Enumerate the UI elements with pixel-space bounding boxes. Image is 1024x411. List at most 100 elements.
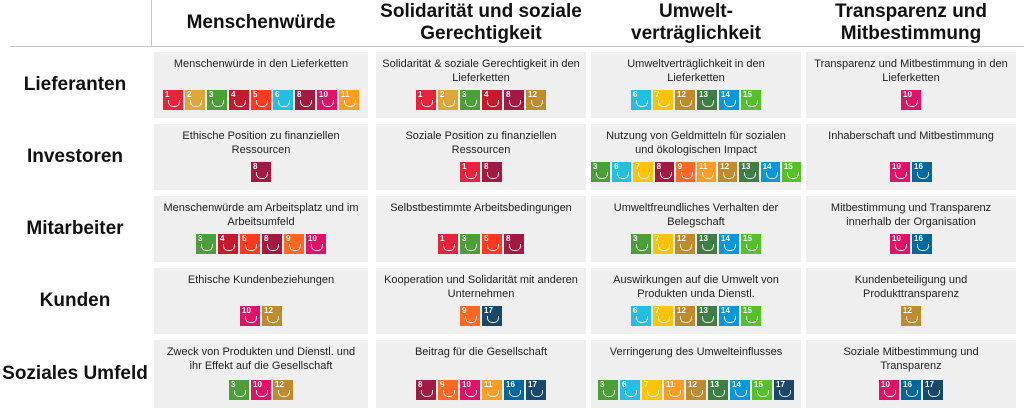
sdg-goal-7-icon: 7 <box>633 162 653 182</box>
sdg-goal-17-icon: 17 <box>923 380 943 400</box>
sdg-goal-8-icon: 8 <box>482 162 502 182</box>
column-header-2: Solidarität und soziale Gerechtigkeit <box>380 1 582 44</box>
sdg-goal-6-icon: 6 <box>631 90 651 110</box>
sdg-goal-1-icon: 1 <box>163 90 183 110</box>
sdg-goal-3-icon: 3 <box>229 380 249 400</box>
sdg-goal-10-icon: 10 <box>901 90 921 110</box>
matrix-cell: Inhaberschaft und Mitbestimmung 10 16 <box>806 124 1016 190</box>
cell-title: Solidarität & soziale Gerechtigkeit in d… <box>382 58 580 84</box>
sdg-goal-2-icon: 2 <box>185 90 205 110</box>
sdg-goal-8-icon: 8 <box>654 162 674 182</box>
row-header-mitarbeiter: Mitarbeiter <box>26 218 124 239</box>
sdg-goal-9-icon: 9 <box>460 306 480 326</box>
sdg-goal-17-icon: 17 <box>774 380 794 400</box>
sdg-goal-3-icon: 3 <box>631 234 651 254</box>
matrix-cell: Ethische Position zu finanziellen Ressou… <box>154 124 368 190</box>
sdg-goal-16-icon: 16 <box>901 380 921 400</box>
sdg-goal-10-icon: 10 <box>879 380 899 400</box>
matrix-cell: Mitbestimmung und Transparenz innerhalb … <box>806 196 1016 262</box>
sdg-icon-strip: 3 6 7 8 9 11 12 13 14 15 <box>590 162 802 182</box>
matrix-cell: Zweck von Produkten und Dienstl. und ihr… <box>154 340 368 408</box>
sdg-goal-12-icon: 12 <box>901 306 921 326</box>
sdg-icon-strip: 6 7 12 13 14 15 <box>591 306 801 326</box>
sdg-goal-8-icon: 8 <box>295 90 315 110</box>
sdg-goal-12-icon: 12 <box>273 380 293 400</box>
sdg-goal-4-icon: 4 <box>482 90 502 110</box>
sdg-goal-5-icon: 5 <box>251 90 271 110</box>
sdg-goal-7-icon: 7 <box>653 234 673 254</box>
sdg-icon-strip: 3 4 5 8 9 10 <box>154 234 368 254</box>
sdg-goal-10-icon: 10 <box>306 234 326 254</box>
sdg-icon-strip: 8 9 10 11 16 17 <box>376 380 586 400</box>
sdg-goal-10-icon: 10 <box>890 234 910 254</box>
sdg-goal-7-icon: 7 <box>642 380 662 400</box>
row-header-lieferanten: Lieferanten <box>23 74 127 95</box>
matrix-cell: Menschenwürde am Arbeitsplatz und im Arb… <box>154 196 368 262</box>
sdg-goal-12-icon: 12 <box>718 162 738 182</box>
sdg-goal-6-icon: 6 <box>620 380 640 400</box>
cell-title: Mitbestimmung und Transparenz innerhalb … <box>830 202 992 228</box>
sdg-goal-10-icon: 10 <box>890 162 910 182</box>
sdg-goal-10-icon: 10 <box>460 380 480 400</box>
sdg-goal-15-icon: 15 <box>741 234 761 254</box>
sdg-goal-8-icon: 8 <box>504 90 524 110</box>
sdg-goal-16-icon: 16 <box>912 234 932 254</box>
sdg-goal-15-icon: 15 <box>752 380 772 400</box>
sdg-goal-12-icon: 12 <box>262 306 282 326</box>
sdg-goal-3-icon: 3 <box>590 162 611 182</box>
sdg-goal-11-icon: 11 <box>664 380 684 400</box>
matrix-cell: Solidarität & soziale Gerechtigkeit in d… <box>376 52 586 118</box>
sdg-goal-14-icon: 14 <box>730 380 750 400</box>
sdg-goal-5-icon: 5 <box>482 234 502 254</box>
sdg-goal-7-icon: 7 <box>653 306 673 326</box>
matrix-cell: Selbstbestimmte Arbeitsbedingungen 1 3 5 8 <box>376 196 586 262</box>
sdg-goal-9-icon: 9 <box>675 162 695 182</box>
cell-title: Zweck von Produkten und Dienstl. und ihr… <box>166 346 356 372</box>
column-header-3: Umwelt- verträglichkeit <box>631 1 761 44</box>
sdg-goal-6-icon: 6 <box>631 306 651 326</box>
sdg-icon-strip: 10 16 17 <box>806 380 1016 400</box>
sdg-goal-13-icon: 13 <box>697 306 717 326</box>
cell-title: Auswirkungen auf die Umwelt von Produkte… <box>613 274 779 300</box>
sdg-goal-9-icon: 9 <box>438 380 458 400</box>
sdg-goal-11-icon: 11 <box>697 162 717 182</box>
cell-title: Soziale Mitbestimmung und Transparenz <box>843 346 979 372</box>
matrix-cell: Soziale Position zu finanziellen Ressour… <box>376 124 586 190</box>
cell-title: Beitrag für die Gesellschaft <box>414 346 548 358</box>
sdg-goal-12-icon: 12 <box>675 306 695 326</box>
sdg-goal-3-icon: 3 <box>196 234 216 254</box>
cell-title: Umweltverträglichkeit in den Lieferkette… <box>627 58 765 84</box>
matrix-cell: Umweltverträglichkeit in den Lieferkette… <box>591 52 801 118</box>
sdg-goal-2-icon: 2 <box>438 90 458 110</box>
sdg-goal-8-icon: 8 <box>251 162 271 182</box>
sdg-goal-12-icon: 12 <box>526 90 546 110</box>
cell-title: Ethische Kundenbeziehungen <box>187 274 335 286</box>
sdg-goal-16-icon: 16 <box>504 380 524 400</box>
sdg-goal-10-icon: 10 <box>240 306 260 326</box>
sdg-goal-14-icon: 14 <box>760 162 780 182</box>
cell-title: Transparenz und Mitbestimmung in den Lie… <box>814 58 1008 84</box>
cell-title: Soziale Position zu finanziellen Ressour… <box>405 130 557 156</box>
sdg-icon-strip: 10 16 <box>806 162 1016 182</box>
sdg-goal-13-icon: 13 <box>697 90 717 110</box>
cell-title: Kooperation und Solidarität mit anderen … <box>384 274 578 300</box>
sdg-goal-1-icon: 1 <box>438 234 458 254</box>
sdg-goal-17-icon: 17 <box>482 306 502 326</box>
matrix-cell: Verringerung des Umwelteinflusses 3 6 7 11 12… <box>591 340 801 408</box>
sdg-goal-7-icon: 7 <box>653 90 673 110</box>
matrix-cell: Ethische Kundenbeziehungen 10 12 <box>154 268 368 334</box>
sdg-goal-11-icon: 11 <box>339 90 359 110</box>
cell-title: Inhaberschaft und Mitbestimmung <box>828 130 994 142</box>
sdg-goal-12-icon: 12 <box>686 380 706 400</box>
sdg-goal-3-icon: 3 <box>460 234 480 254</box>
sdg-icon-strip: 6 7 12 13 14 15 <box>591 90 801 110</box>
cell-title: Umweltfreundliches Verhalten der Belegsc… <box>613 202 779 228</box>
sdg-goal-5-icon: 5 <box>240 234 260 254</box>
sdg-goal-13-icon: 13 <box>708 380 728 400</box>
sdg-goal-14-icon: 14 <box>719 90 739 110</box>
sdg-goal-8-icon: 8 <box>504 234 524 254</box>
sdg-goal-4-icon: 4 <box>229 90 249 110</box>
sdg-icon-strip: 10 <box>806 90 1016 110</box>
sdg-goal-3-icon: 3 <box>207 90 227 110</box>
